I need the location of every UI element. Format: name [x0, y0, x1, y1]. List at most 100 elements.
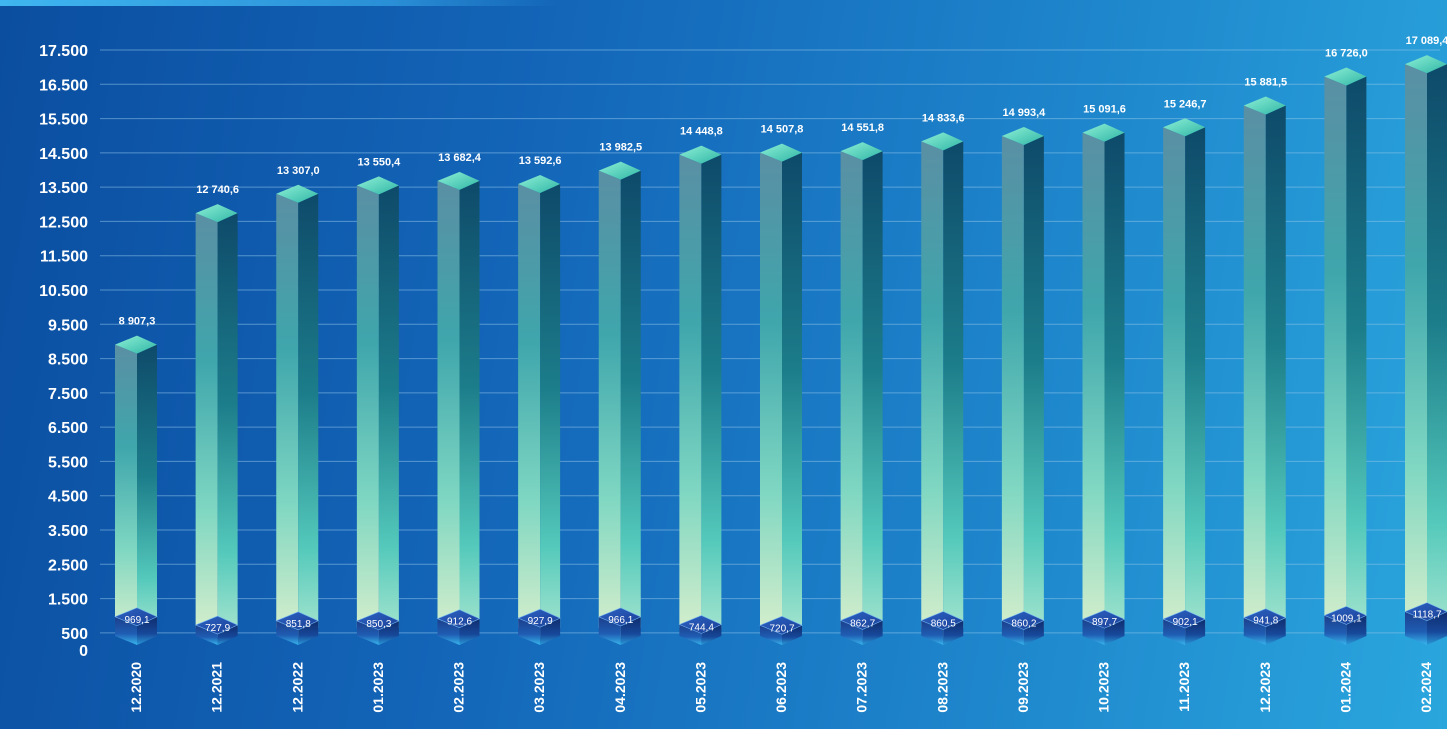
bar: 969,1 8 907,3: [114, 316, 158, 645]
y-tick-label: 7.500: [48, 386, 88, 403]
y-tick-label: 4.500: [48, 489, 88, 506]
bar-side-face: [1346, 76, 1367, 638]
bar-top-cap: [1163, 118, 1206, 137]
x-tick-label: 05.2023: [692, 662, 708, 713]
base-top-cap: [194, 615, 239, 635]
base-value-label: 860,5: [931, 618, 956, 629]
base-side-face: [701, 624, 722, 645]
base-top-cap: [1001, 611, 1045, 630]
bar: 1118,7 17 089,4: [1404, 35, 1447, 645]
y-tick-label: 17.500: [39, 43, 88, 60]
bar: 851,8 13 307,0: [275, 165, 320, 645]
y-tick-label: 6.500: [48, 420, 88, 437]
base-value-label: 912,6: [447, 617, 472, 628]
base-value-label: 897,7: [1092, 617, 1117, 628]
bar-value-label: 13 592,6: [519, 155, 562, 167]
base-top-cap: [1162, 609, 1206, 629]
bar-value-label: 8 907,3: [119, 316, 156, 328]
x-tick-label: 12.2021: [209, 662, 225, 713]
base-front-face: [921, 620, 944, 645]
bar: 941,8 15 881,5: [1242, 76, 1287, 645]
x-tick-label: 03.2023: [531, 662, 547, 713]
bar-value-label: 14 507,8: [761, 124, 804, 136]
x-tick-label: 10.2023: [1096, 662, 1112, 713]
y-tick-label: 2.500: [48, 557, 88, 574]
bar-top-cap: [276, 184, 319, 203]
bar: 897,7 15 091,6: [1081, 104, 1126, 645]
x-tick-label: 08.2023: [934, 662, 950, 713]
bar-value-label: 17 089,4: [1406, 35, 1447, 47]
base-front-face: [356, 620, 379, 645]
bar-value-label: 14 551,8: [841, 122, 884, 134]
bar-front-face: [1082, 132, 1105, 637]
y-tick-label: 14.500: [39, 146, 88, 163]
y-tick-label: 11.500: [40, 249, 88, 266]
x-tick-label: 11.2023: [1176, 662, 1192, 712]
base-top-cap: [678, 615, 723, 634]
base-side-face: [782, 625, 802, 645]
bar-side-face: [862, 151, 883, 637]
base-front-face: [195, 625, 218, 645]
x-tick-label: 04.2023: [612, 662, 628, 713]
bar-front-face: [1243, 105, 1266, 637]
bar: 912,6 13 682,4: [436, 152, 482, 645]
bar-top-cap: [679, 145, 722, 164]
bar: 927,9 13 592,6: [517, 155, 562, 645]
bar-front-face: [276, 193, 299, 637]
x-tick-label: 02.2023: [451, 662, 467, 713]
bar-value-label: 14 993,4: [1002, 107, 1046, 119]
bar-top-cap: [840, 142, 883, 161]
x-tick-label: 02.2024: [1418, 662, 1434, 713]
base-value-label: 1118,7: [1412, 610, 1442, 621]
bar-value-label: 13 307,0: [277, 165, 320, 177]
base-value-label: 1009,1: [1331, 613, 1362, 624]
bar-side-face: [782, 152, 802, 637]
bar-front-face: [437, 180, 460, 637]
bar-top-cap: [1243, 96, 1286, 115]
base-front-face: [1405, 611, 1427, 645]
bar-front-face: [1324, 76, 1347, 638]
base-front-face: [1324, 615, 1347, 645]
bar: 862,7 14 551,8: [839, 122, 884, 645]
bar-side-face: [1427, 64, 1447, 638]
bar-value-label: 15 091,6: [1083, 104, 1126, 116]
y-tick-label: 16.500: [39, 77, 88, 94]
base-front-face: [276, 620, 299, 645]
bar: 727,9 12 740,6: [194, 184, 239, 645]
base-top-cap: [920, 611, 964, 630]
y-tick-label: 8.500: [48, 352, 88, 369]
bar: 966,1 13 982,5: [597, 142, 642, 645]
bar-front-face: [356, 185, 379, 637]
base-front-face: [1163, 619, 1186, 645]
bar: 1009,1 16 726,0: [1323, 48, 1368, 645]
bar-front-face: [518, 183, 541, 637]
x-tick-label: 09.2023: [1015, 662, 1031, 713]
bar-front-face: [1405, 64, 1427, 638]
bar-top-cap: [437, 171, 480, 190]
base-top-cap: [114, 607, 158, 627]
base-side-face: [1185, 619, 1206, 645]
bar-front-face: [115, 344, 137, 637]
x-tick-label: 07.2023: [854, 662, 870, 713]
bar-top-cap: [115, 335, 157, 354]
bar-front-face: [840, 151, 863, 637]
bar-top-cap: [518, 174, 561, 193]
bar-top-cap: [1082, 123, 1125, 142]
bar-front-face: [1163, 127, 1186, 638]
bar-value-label: 16 726,0: [1325, 48, 1368, 60]
bar-top-cap: [921, 132, 964, 151]
base-side-face: [1427, 611, 1447, 645]
bar-value-label: 15 246,7: [1164, 98, 1207, 110]
base-top-cap: [436, 609, 481, 629]
bar-front-face: [921, 141, 944, 637]
base-value-label: 850,3: [366, 619, 391, 630]
y-tick-label: 10.500: [39, 283, 88, 300]
bar: 744,4 14 448,8: [678, 126, 723, 645]
base-side-face: [862, 620, 883, 645]
bar-side-face: [1023, 135, 1044, 638]
base-top-cap: [356, 611, 400, 631]
base-top-cap: [839, 611, 884, 630]
base-value-label: 862,7: [850, 618, 875, 629]
bar-side-face: [217, 213, 238, 637]
y-tick-label: 13.500: [39, 180, 88, 197]
